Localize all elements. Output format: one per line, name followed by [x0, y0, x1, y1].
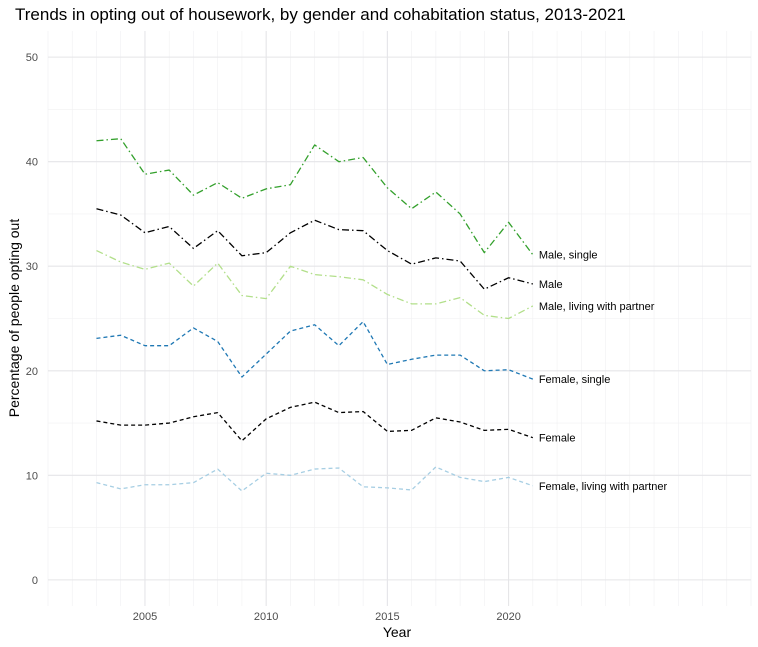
- x-tick-label: 2005: [133, 611, 157, 623]
- series-label-0: Male, single: [539, 250, 598, 262]
- y-tick-label: 20: [26, 366, 38, 378]
- series-label-4: Female: [539, 433, 576, 445]
- x-tick-label: 2020: [496, 611, 520, 623]
- series-label-2: Male, living with partner: [539, 301, 655, 313]
- series-line-5: [96, 466, 534, 492]
- series-line-0: [96, 138, 534, 256]
- y-tick-label: 30: [26, 261, 38, 273]
- series-line-4: [96, 401, 534, 442]
- series-label-3: Female, single: [539, 374, 611, 386]
- chart-title: Trends in opting out of housework, by ge…: [15, 5, 626, 24]
- x-axis-title: Year: [383, 624, 412, 640]
- y-axis-ticks: 0 10 20 30 40 50: [26, 52, 38, 587]
- y-tick-label: 10: [26, 470, 38, 482]
- y-tick-label: 40: [26, 157, 38, 169]
- y-tick-label: 50: [26, 52, 38, 64]
- series-lines: [96, 138, 534, 492]
- series-line-3: [96, 320, 534, 380]
- series-labels: Male, single Male Male, living with partne…: [539, 250, 668, 493]
- series-line-2: [96, 249, 534, 320]
- series-label-5: Female, living with partner: [539, 481, 668, 493]
- y-tick-label: 0: [32, 575, 38, 587]
- x-tick-label: 2015: [375, 611, 399, 623]
- series-label-1: Male: [539, 279, 563, 291]
- x-tick-label: 2010: [254, 611, 278, 623]
- gridlines: [47, 31, 752, 606]
- x-axis-ticks: 2005 2010 2015 2020: [133, 611, 521, 623]
- y-axis-title: Percentage of people opting out: [6, 219, 22, 418]
